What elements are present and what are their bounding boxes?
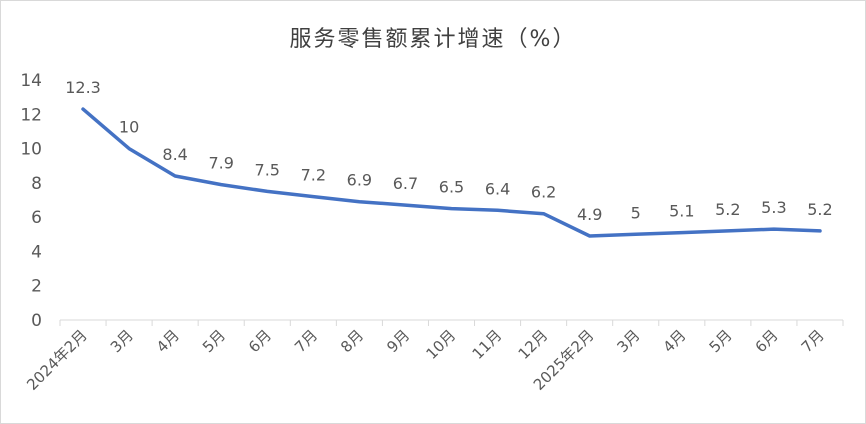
chart-title: 服务零售额累计增速（%）	[290, 27, 577, 52]
data-label: 6.9	[347, 171, 372, 190]
y-tick-label: 10	[20, 140, 42, 160]
x-category-label: 7月	[291, 326, 321, 356]
x-category-label: 11月	[469, 326, 506, 363]
x-category-label: 12月	[515, 326, 552, 363]
data-label: 8.4	[162, 145, 187, 164]
data-label: 4.9	[577, 205, 602, 224]
data-labels: 12.3 10 8.4 7.9 7.5 7.2 6.9 6.7 6.5 6.4 6.2 4.9 5 5.1…	[65, 78, 832, 224]
x-category-label: 9月	[383, 326, 413, 356]
x-category-label: 10月	[422, 326, 459, 363]
data-label: 7.5	[255, 160, 280, 179]
data-label: 5.3	[761, 198, 786, 217]
y-tick-label: 14	[20, 71, 42, 91]
y-tick-label: 4	[31, 242, 42, 262]
y-tick-label: 6	[31, 208, 42, 228]
data-label: 5.1	[669, 202, 694, 221]
data-label: 6.4	[485, 179, 510, 198]
x-category-label: 3月	[613, 326, 643, 356]
series-line	[81, 107, 822, 238]
x-category-label: 6月	[245, 326, 275, 356]
data-label: 6.2	[531, 183, 556, 202]
series-group	[81, 107, 822, 238]
x-category-label: 4月	[153, 326, 183, 356]
x-category-label: 5月	[706, 326, 736, 356]
data-label: 5.2	[715, 200, 740, 219]
data-label: 6.7	[393, 174, 418, 193]
y-tick-label: 12	[20, 105, 42, 125]
y-tick-label: 0	[31, 311, 42, 331]
x-category-label: 3月	[107, 326, 137, 356]
x-category-label: 8月	[337, 326, 367, 356]
x-category-label: 7月	[798, 326, 828, 356]
x-category-label: 2024年2月	[23, 326, 91, 394]
data-label: 12.3	[65, 78, 101, 97]
data-label: 7.9	[208, 154, 233, 173]
data-label: 7.2	[301, 166, 326, 185]
data-label: 5.2	[807, 200, 832, 219]
y-axis-labels: 0 2 4 6 8 10 12 14	[20, 71, 42, 331]
x-category-label: 5月	[199, 326, 229, 356]
x-category-label: 6月	[752, 326, 782, 356]
data-label: 5	[631, 203, 641, 222]
data-label: 6.5	[439, 178, 464, 197]
y-tick-label: 2	[31, 277, 42, 297]
y-tick-label: 8	[31, 174, 42, 194]
x-category-label: 4月	[660, 326, 690, 356]
data-label: 10	[119, 118, 139, 137]
